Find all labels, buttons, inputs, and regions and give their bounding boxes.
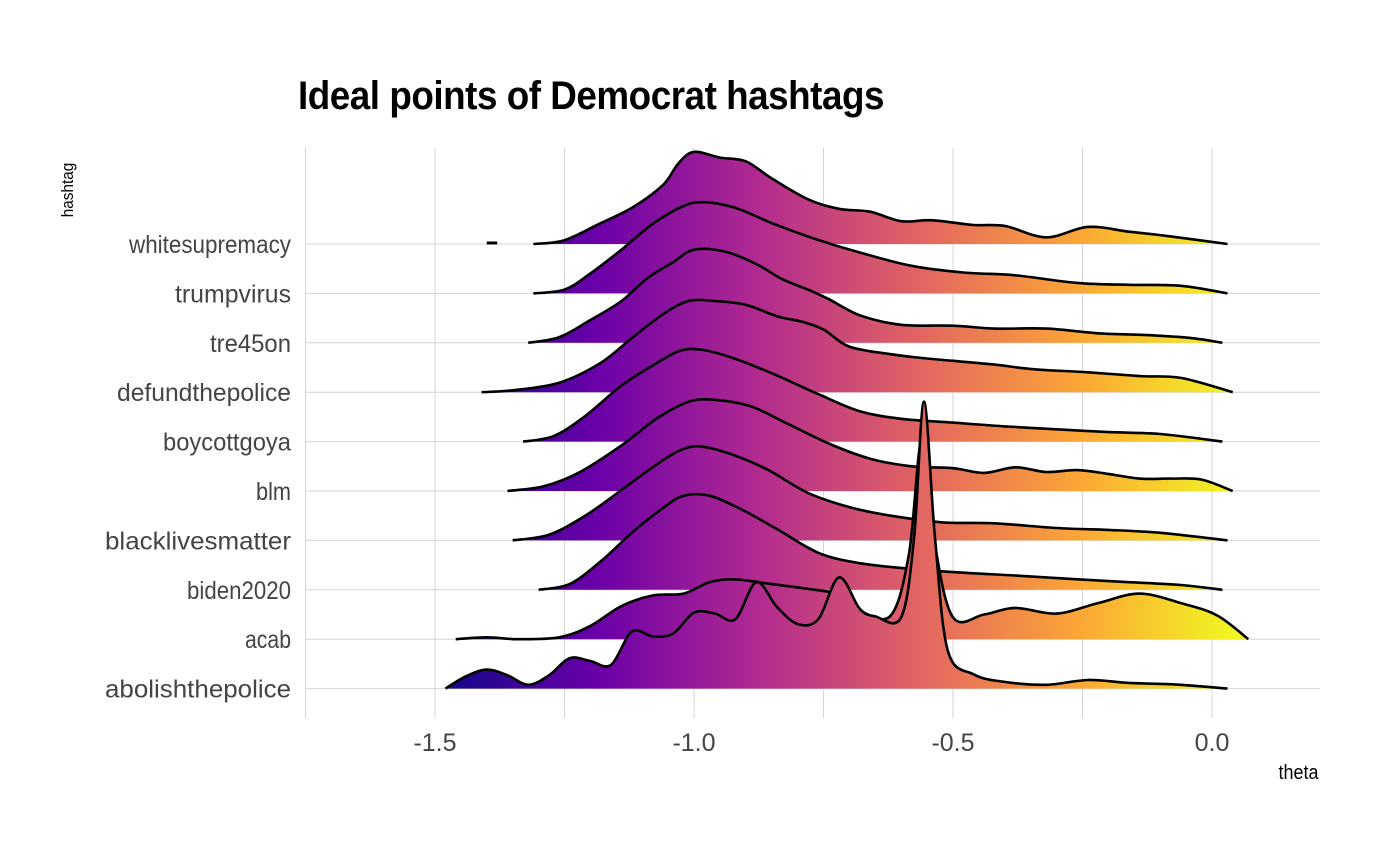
ridge-line-boycottgoya <box>522 347 1223 443</box>
ridges <box>444 150 1250 690</box>
ridge-line-blm <box>507 397 1234 493</box>
x-axis-label: theta <box>1277 762 1318 784</box>
x-tick-label: -0.5 <box>931 729 974 757</box>
y-tick-label: trumpvirus <box>175 280 291 308</box>
x-tick-label: 0.0 <box>1195 729 1230 757</box>
y-tick-label: boycottgoya <box>163 429 291 457</box>
ridge-area-biden2020 <box>538 494 1223 590</box>
x-tick-label: -1.0 <box>672 729 715 757</box>
ridge-line-blacklivesmatter <box>512 444 1228 542</box>
y-tick-label: tre45on <box>210 330 291 358</box>
y-tick-label: abolishthepolice <box>105 676 291 704</box>
y-tick-label: biden2020 <box>187 577 291 605</box>
x-tick-label: -1.5 <box>413 729 456 757</box>
ridge-line-tre45on <box>527 247 1223 345</box>
ridge-line-abolishthepolice <box>444 400 1228 690</box>
y-tick-label: acab <box>245 626 291 654</box>
ridge-line-trumpvirus <box>533 200 1228 295</box>
y-tick-label: whitesupremacy <box>128 231 291 259</box>
y-tick-label: blacklivesmatter <box>105 527 291 555</box>
chart-title: Ideal points of Democrat hashtags <box>298 74 885 118</box>
y-tick-label: defundthepolice <box>117 379 291 407</box>
ridge-line-whitesupremacy <box>533 150 1228 246</box>
y-tick-label: blm <box>256 478 291 506</box>
ridge-area-acab <box>455 439 1249 640</box>
ridge-line-biden2020 <box>538 492 1223 592</box>
axis-ticks: whitesupremacy trumpvirus tre45on defundthe… <box>105 231 1229 757</box>
y-axis-label: hashtag <box>58 162 77 218</box>
ridge-area-abolishthepolice <box>445 401 1228 689</box>
ridge-line-defundthepolice <box>481 298 1234 394</box>
